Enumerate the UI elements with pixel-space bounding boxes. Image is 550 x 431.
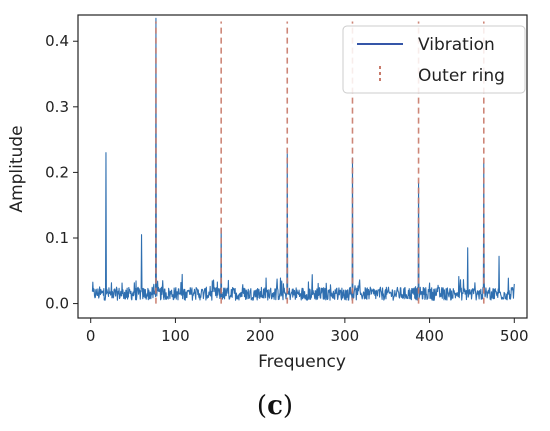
x-axis-ticks: 0 100 200 300 400 500 <box>86 318 529 345</box>
caption-text: (c) <box>257 391 293 421</box>
x-tick-label: 100 <box>161 327 190 345</box>
legend-box <box>342 25 526 94</box>
legend: Vibration Outer ring <box>342 25 526 94</box>
x-tick-label: 300 <box>331 327 360 345</box>
y-tick-label: 0.3 <box>45 98 69 116</box>
x-tick-label: 500 <box>500 327 529 345</box>
x-tick-label: 200 <box>246 327 275 345</box>
y-axis-label: Amplitude <box>7 125 27 212</box>
y-tick-label: 0.2 <box>45 163 69 181</box>
plot-area <box>77 14 528 319</box>
x-tick-label: 400 <box>415 327 444 345</box>
vibration-series <box>91 17 515 301</box>
y-tick-label: 0.1 <box>45 229 69 247</box>
figure-caption: (c) <box>257 391 293 421</box>
vibration-line <box>91 17 515 301</box>
x-tick-label: 0 <box>86 327 96 345</box>
y-tick-label: 0.0 <box>45 295 69 313</box>
legend-vibration-label: Vibration <box>418 35 495 55</box>
legend-outer-ring-label: Outer ring <box>418 66 505 86</box>
y-tick-label: 0.4 <box>45 32 69 50</box>
caption-letter: c <box>267 391 283 421</box>
plot-frame <box>77 14 528 319</box>
caption-open-paren: ( <box>257 391 267 421</box>
y-axis-ticks: 0.0 0.1 0.2 0.3 0.4 <box>45 32 78 313</box>
x-axis-label: Frequency <box>258 352 346 372</box>
caption-close-paren: ) <box>283 391 293 421</box>
